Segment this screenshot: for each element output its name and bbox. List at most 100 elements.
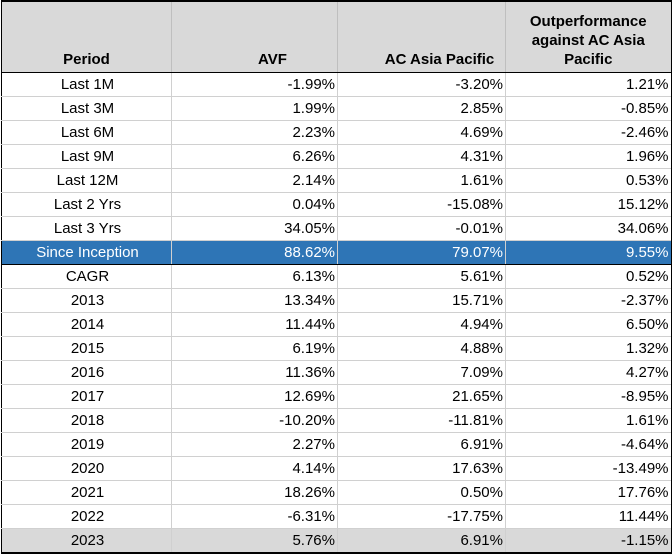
avf-cell: 5.76% [171,528,338,554]
avf-cell: 12.69% [171,384,338,409]
ac-asia-pacific-cell: 7.09% [337,360,506,385]
period-cell: Last 3 Yrs [1,216,172,241]
ac-asia-pacific-cell: 4.69% [337,120,506,145]
outperformance-cell: 11.44% [505,504,672,529]
period-cell: 2016 [1,360,172,385]
avf-cell: 0.04% [171,192,338,217]
table-row: Last 3 Yrs 34.05% -0.01% 34.06% [1,216,672,241]
table-row: 2017 12.69% 21.65% -8.95% [1,384,672,409]
avf-cell: 11.44% [171,312,338,337]
table-row: 2018 -10.20% -11.81% 1.61% [1,408,672,433]
table-row: Since Inception 88.62% 79.07% 9.55% [1,240,672,265]
ac-asia-pacific-cell: -15.08% [337,192,506,217]
header-outperformance: Outperformance against AC Asia Pacific [505,0,672,73]
avf-cell: -10.20% [171,408,338,433]
period-cell: Last 2 Yrs [1,192,172,217]
outperformance-cell: 1.96% [505,144,672,169]
ac-asia-pacific-cell: 21.65% [337,384,506,409]
avf-cell: 4.14% [171,456,338,481]
period-cell: 2023 [1,528,172,554]
table-row: 2023 5.76% 6.91% -1.15% [1,528,672,554]
period-cell: 2020 [1,456,172,481]
period-cell: Last 9M [1,144,172,169]
period-cell: 2018 [1,408,172,433]
outperformance-cell: -0.85% [505,96,672,121]
header-ac-asia-pacific: AC Asia Pacific [337,0,506,73]
outperformance-cell: 15.12% [505,192,672,217]
period-cell: 2013 [1,288,172,313]
outperformance-cell: 0.52% [505,264,672,289]
ac-asia-pacific-cell: 79.07% [337,240,506,265]
outperformance-cell: -13.49% [505,456,672,481]
avf-cell: 11.36% [171,360,338,385]
outperformance-cell: -2.37% [505,288,672,313]
ac-asia-pacific-cell: 4.94% [337,312,506,337]
table-row: 2021 18.26% 0.50% 17.76% [1,480,672,505]
avf-cell: 6.13% [171,264,338,289]
outperformance-cell: 34.06% [505,216,672,241]
outperformance-cell: 1.21% [505,72,672,97]
table-row: CAGR 6.13% 5.61% 0.52% [1,264,672,289]
table-body: Last 1M -1.99% -3.20% 1.21% Last 3M 1.99% 2.85… [1,72,672,554]
period-cell: Since Inception [1,240,172,265]
ac-asia-pacific-cell: 5.61% [337,264,506,289]
period-cell: CAGR [1,264,172,289]
ac-asia-pacific-cell: 15.71% [337,288,506,313]
ac-asia-pacific-cell: 2.85% [337,96,506,121]
ac-asia-pacific-cell: -17.75% [337,504,506,529]
period-cell: Last 1M [1,72,172,97]
outperformance-cell: -2.46% [505,120,672,145]
table-row: Last 12M 2.14% 1.61% 0.53% [1,168,672,193]
table-row: Last 9M 6.26% 4.31% 1.96% [1,144,672,169]
outperformance-cell: 17.76% [505,480,672,505]
table-row: 2022 -6.31% -17.75% 11.44% [1,504,672,529]
table-row: 2014 11.44% 4.94% 6.50% [1,312,672,337]
table-row: 2015 6.19% 4.88% 1.32% [1,336,672,361]
table-row: 2016 11.36% 7.09% 4.27% [1,360,672,385]
outperformance-cell: -1.15% [505,528,672,554]
period-cell: 2022 [1,504,172,529]
period-cell: Last 6M [1,120,172,145]
outperformance-cell: -4.64% [505,432,672,457]
avf-cell: 2.14% [171,168,338,193]
avf-cell: 6.19% [171,336,338,361]
period-cell: 2014 [1,312,172,337]
ac-asia-pacific-cell: 1.61% [337,168,506,193]
ac-asia-pacific-cell: 6.91% [337,432,506,457]
ac-asia-pacific-cell: 6.91% [337,528,506,554]
avf-cell: 88.62% [171,240,338,265]
ac-asia-pacific-cell: -3.20% [337,72,506,97]
period-cell: Last 3M [1,96,172,121]
ac-asia-pacific-cell: 4.31% [337,144,506,169]
period-cell: 2019 [1,432,172,457]
outperformance-cell: -8.95% [505,384,672,409]
avf-cell: 2.27% [171,432,338,457]
table-row: Last 3M 1.99% 2.85% -0.85% [1,96,672,121]
avf-cell: 6.26% [171,144,338,169]
table-row: Last 1M -1.99% -3.20% 1.21% [1,72,672,97]
period-cell: Last 12M [1,168,172,193]
avf-cell: 34.05% [171,216,338,241]
ac-asia-pacific-cell: 0.50% [337,480,506,505]
table-row: 2019 2.27% 6.91% -4.64% [1,432,672,457]
avf-cell: 18.26% [171,480,338,505]
outperformance-cell: 1.61% [505,408,672,433]
ac-asia-pacific-cell: -11.81% [337,408,506,433]
header-avf: AVF [171,0,338,73]
outperformance-cell: 1.32% [505,336,672,361]
header-period: Period [1,0,172,73]
period-cell: 2015 [1,336,172,361]
avf-cell: 2.23% [171,120,338,145]
ac-asia-pacific-cell: -0.01% [337,216,506,241]
outperformance-cell: 4.27% [505,360,672,385]
table-row: 2013 13.34% 15.71% -2.37% [1,288,672,313]
avf-cell: -1.99% [171,72,338,97]
avf-cell: 13.34% [171,288,338,313]
ac-asia-pacific-cell: 17.63% [337,456,506,481]
table-row: Last 2 Yrs 0.04% -15.08% 15.12% [1,192,672,217]
period-cell: 2021 [1,480,172,505]
avf-cell: -6.31% [171,504,338,529]
period-cell: 2017 [1,384,172,409]
ac-asia-pacific-cell: 4.88% [337,336,506,361]
